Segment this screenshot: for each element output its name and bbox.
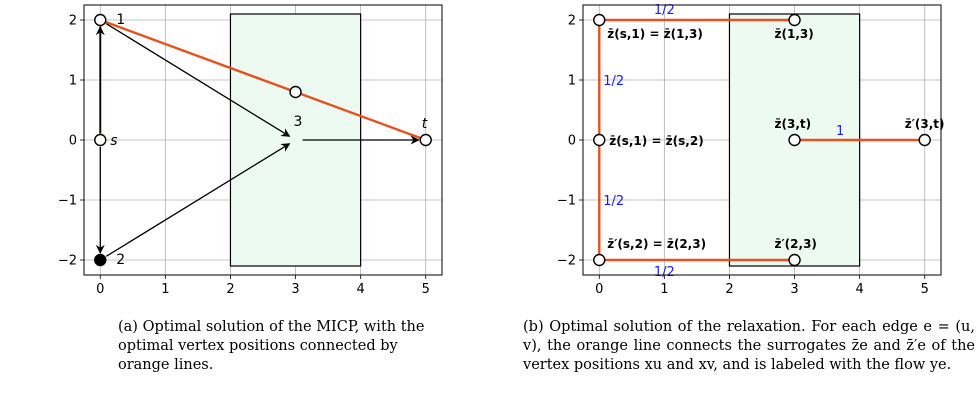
surrogate-label: z̄(1,3) (775, 27, 814, 41)
y-tick-label: 2 (69, 14, 77, 29)
optimal-position-marker (289, 85, 302, 99)
vertex-marker (94, 13, 107, 27)
x-tick-label: 2 (226, 282, 234, 297)
axes-frame (582, 4, 942, 276)
y-tick-label: −1 (58, 194, 77, 209)
edge-arrow (105, 143, 291, 257)
edge-arrow (105, 23, 291, 137)
x-tick-label: 5 (921, 282, 929, 297)
x-tick-label: 5 (422, 282, 430, 297)
vertex-label: 1 (116, 12, 125, 28)
flow-label: 1/2 (654, 265, 675, 280)
surrogate-label: z̄′(3,t) (905, 117, 945, 131)
y-tick-label: 1 (568, 74, 576, 89)
x-tick-label: 1 (161, 282, 169, 297)
y-tick-label: 0 (568, 134, 576, 149)
surrogate-label: z̄′(s,2) = z̄(2,3) (607, 237, 706, 251)
chart-a: 0 1 2 3 4 5 −2 −1 0 1 2 s 1 2 3 t (58, 4, 443, 297)
vertex-label: 3 (294, 114, 303, 130)
figure: 0 1 2 3 4 5 −2 −1 0 1 2 s 1 2 3 t 0 1 2 3 4 5 −2 −1 0 1 2 1/2 1/2 1/… (58, 3, 945, 297)
surrogate-marker (593, 13, 606, 27)
surrogate-label: z̄′(2,3) (775, 237, 817, 251)
caption-b: (b) Optimal solution of the relaxation. … (523, 319, 975, 373)
surrogate-marker (918, 133, 931, 147)
x-tick-label: 3 (790, 282, 798, 297)
x-tick-label: 0 (96, 282, 104, 297)
x-tick-label: 4 (855, 282, 863, 297)
axes-frame (83, 4, 443, 276)
vertex-marker (94, 133, 107, 147)
y-tick-label: 2 (568, 14, 576, 29)
vertex-label: t (422, 116, 428, 132)
surrogate-label: z̄(s,1) = z̄(1,3) (607, 27, 703, 41)
flow-label: 1 (836, 124, 844, 139)
vertex-marker (94, 253, 107, 267)
vertex-label: 2 (116, 252, 125, 268)
surrogate-marker (593, 253, 606, 267)
y-tick-label: 0 (69, 134, 77, 149)
y-tick-label: −2 (58, 254, 77, 269)
flow-label: 1/2 (603, 74, 624, 89)
surrogate-marker (788, 133, 801, 147)
surrogate-marker (788, 13, 801, 27)
surrogate-label: z̄(s,1) = z̄(s,2) (609, 134, 703, 148)
y-tick-label: −2 (557, 254, 576, 269)
surrogate-marker (788, 253, 801, 267)
caption-a: (a) Optimal solution of the MICP, with t… (118, 319, 425, 373)
surrogate-marker (593, 133, 606, 147)
vertex-marker (419, 133, 432, 147)
flow-label: 1/2 (603, 194, 624, 209)
chart-b: 0 1 2 3 4 5 −2 −1 0 1 2 1/2 1/2 1/2 1/2 1 z̄(s,1) = z̄(1… (557, 3, 945, 297)
flow-label: 1/2 (654, 3, 675, 18)
x-tick-label: 3 (291, 282, 299, 297)
y-tick-label: −1 (557, 194, 576, 209)
surrogate-label: z̄(3,t) (775, 117, 812, 131)
x-tick-label: 4 (356, 282, 364, 297)
x-tick-label: 0 (595, 282, 603, 297)
x-tick-label: 1 (660, 282, 668, 297)
x-tick-label: 2 (725, 282, 733, 297)
vertex-label: s (110, 133, 117, 149)
y-tick-label: 1 (69, 74, 77, 89)
